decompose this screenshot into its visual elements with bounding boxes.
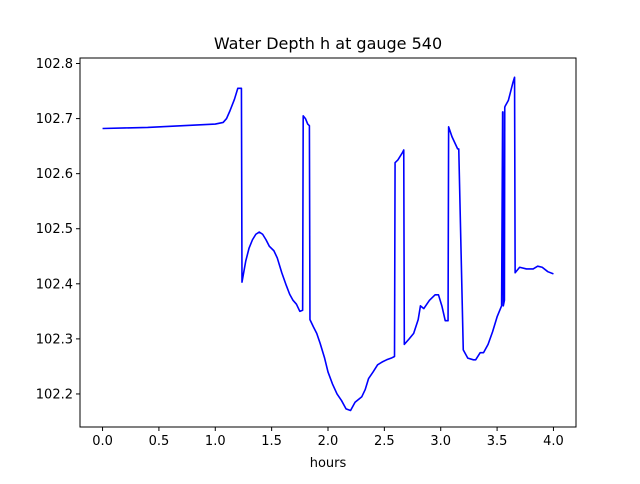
x-tick-label: 0.0 [92, 434, 113, 449]
y-axis-ticks: 102.2 102.3 102.4 102.5 102.6 102.7 102.8 [36, 57, 80, 402]
y-tick-label: 102.7 [36, 112, 73, 127]
x-tick-label: 1.0 [205, 434, 226, 449]
y-tick-label: 102.5 [36, 222, 73, 237]
y-tick-label: 102.3 [36, 332, 73, 347]
x-axis-ticks: 0.0 0.5 1.0 1.5 2.0 2.5 3.0 3.5 4.0 [92, 427, 564, 449]
x-tick-label: 0.5 [149, 434, 170, 449]
plot-frame [79, 57, 577, 428]
y-tick-label: 102.8 [36, 57, 73, 72]
x-tick-label: 3.0 [430, 434, 451, 449]
x-axis-label: hours [310, 456, 347, 471]
y-tick-label: 102.4 [36, 277, 73, 292]
x-tick-label: 3.5 [487, 434, 508, 449]
y-tick-label: 102.6 [36, 167, 73, 182]
y-tick-label: 102.2 [36, 387, 73, 402]
x-tick-label: 2.0 [318, 434, 339, 449]
x-tick-label: 2.5 [374, 434, 395, 449]
x-tick-label: 4.0 [543, 434, 564, 449]
plot-content [102, 76, 554, 412]
series-line [102, 76, 554, 412]
x-tick-label: 1.5 [261, 434, 282, 449]
chart-title: Water Depth h at gauge 540 [214, 34, 442, 53]
